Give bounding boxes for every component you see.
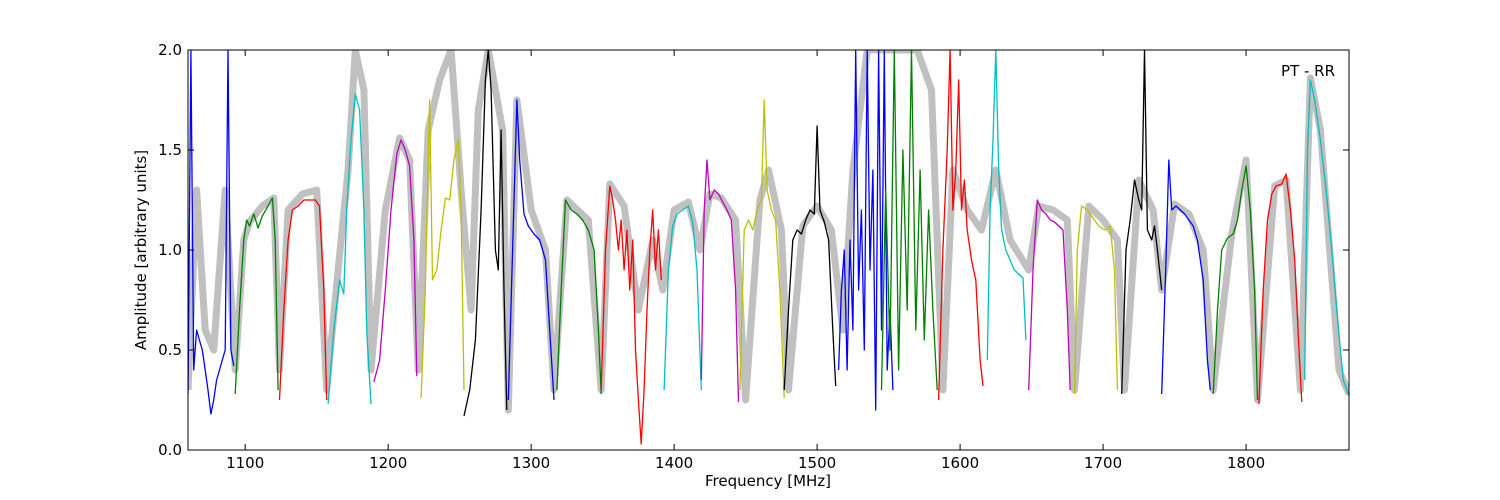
x-tick-label: 1500 <box>798 454 836 472</box>
series-line-18 <box>986 50 1027 361</box>
series-line-13 <box>739 99 785 399</box>
series-line-4 <box>327 93 372 405</box>
series-line-2 <box>234 197 279 395</box>
series-line-11 <box>663 205 702 391</box>
series-line-20 <box>1073 205 1119 395</box>
x-tick-label: 1700 <box>1084 454 1122 472</box>
series-line-23 <box>1212 165 1259 401</box>
x-tick-label: 1400 <box>655 454 693 472</box>
y-tick-label: 1.5 <box>158 141 182 159</box>
series-line-9 <box>556 199 602 395</box>
x-tick-label: 1100 <box>226 454 264 472</box>
x-tick-label: 1800 <box>1227 454 1265 472</box>
x-tick-label: 1300 <box>512 454 550 472</box>
x-tick-label: 1600 <box>941 454 979 472</box>
x-tick-label: 1200 <box>369 454 407 472</box>
series-line-5 <box>373 139 418 383</box>
series-line-14 <box>783 125 837 391</box>
series-line-3 <box>278 199 328 401</box>
series-line-25 <box>1304 79 1349 397</box>
series-line-1 <box>188 50 235 415</box>
series-line-19 <box>1028 199 1071 391</box>
y-tick-label: 2.0 <box>158 41 182 59</box>
axis-ticks: 1100 1200 1300 1400 1500 1600 1700 1800 0.0 0.5 1.… <box>158 41 1349 472</box>
y-tick-label: 1.0 <box>158 241 182 259</box>
x-axis-label: Frequency [MHz] <box>705 472 831 490</box>
y-tick-label: 0.0 <box>158 441 182 459</box>
series-line-17 <box>937 50 984 401</box>
series-line-21 <box>1121 50 1163 395</box>
plot-area <box>188 50 1349 445</box>
series-line-24 <box>1258 173 1303 405</box>
y-axis-label: Amplitude [arbitrary units] <box>132 150 150 350</box>
series-line-8 <box>507 99 555 401</box>
series-line-12 <box>700 159 740 403</box>
background-trace <box>188 50 1349 414</box>
series-line-15 <box>837 50 894 411</box>
series-line-22 <box>1161 159 1211 395</box>
series-line-7 <box>463 50 508 417</box>
y-tick-label: 0.5 <box>158 341 182 359</box>
annotation-label: PT - RR <box>1281 62 1335 80</box>
series-line-10 <box>600 185 662 445</box>
series-line-6 <box>420 99 465 399</box>
series-line-16 <box>880 50 938 391</box>
